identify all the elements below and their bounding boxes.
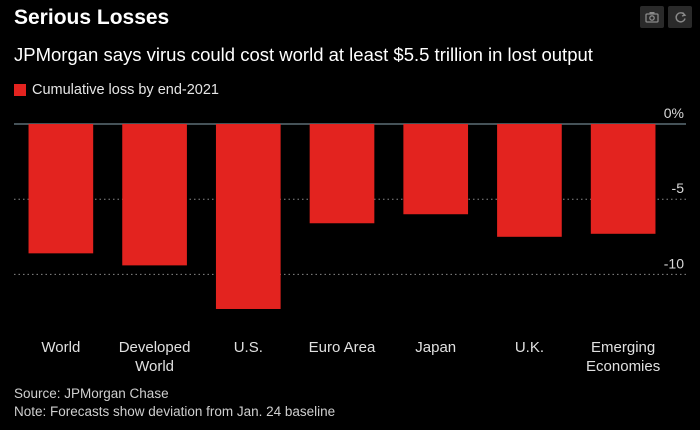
bar-0 (28, 124, 94, 254)
legend-label: Cumulative loss by end-2021 (32, 82, 219, 98)
y-tick-label-0: 0% (664, 105, 684, 121)
bar-4 (403, 124, 469, 215)
y-tick-label-1: -5 (672, 180, 685, 196)
x-tick-label-2-0: U.S. (234, 339, 263, 356)
bar-3 (309, 124, 375, 224)
source-note: Source: JPMorgan Chase (14, 386, 169, 401)
x-tick-label-1-0: Developed (119, 339, 191, 356)
x-tick-label-0-0: World (41, 339, 80, 356)
x-tick-label-6-0: Emerging (591, 339, 655, 356)
y-tick-label-2: -10 (664, 255, 684, 271)
x-tick-label-6-1: Economies (586, 358, 660, 375)
chart-toolbar (640, 6, 692, 28)
bar-5 (497, 124, 562, 237)
x-tick-label-5-0: U.K. (515, 339, 544, 356)
x-tick-label-3-0: Euro Area (309, 339, 376, 356)
bar-2 (215, 124, 281, 309)
chart-subtitle: JPMorgan says virus could cost world at … (14, 44, 593, 65)
legend-swatch (14, 84, 26, 96)
x-tick-label-1-1: World (135, 358, 174, 375)
chart-title: Serious Losses (14, 6, 170, 29)
legend: Cumulative loss by end-2021 (14, 82, 219, 98)
bar-1 (122, 124, 187, 266)
x-tick-label-4-0: Japan (415, 339, 456, 356)
footnote: Note: Forecasts show deviation from Jan.… (14, 404, 336, 419)
camera-icon[interactable] (640, 6, 664, 28)
bar-6 (590, 124, 656, 234)
refresh-icon[interactable] (668, 6, 692, 28)
